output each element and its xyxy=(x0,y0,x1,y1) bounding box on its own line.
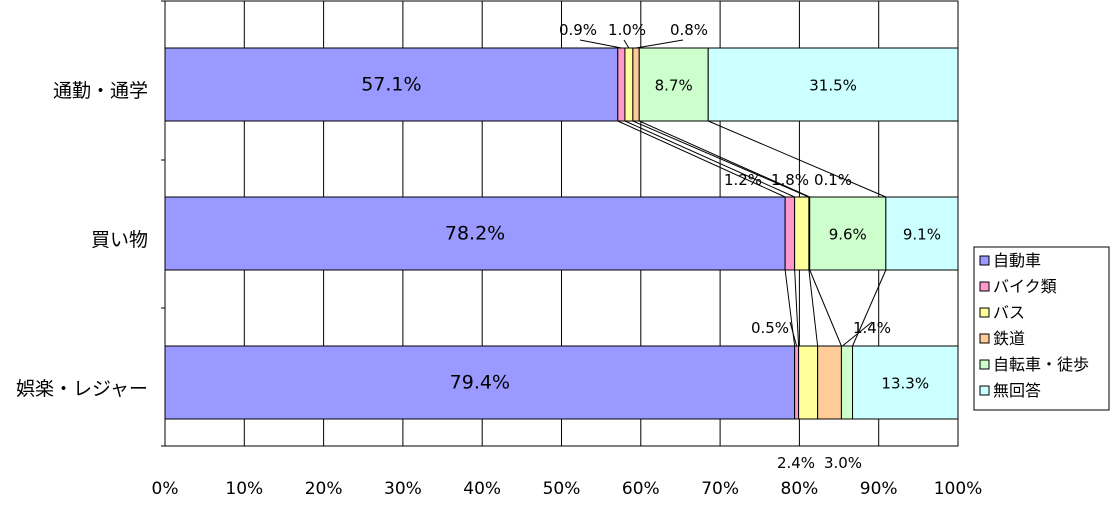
x-tick-label: 100% xyxy=(934,479,983,499)
legend-box xyxy=(973,246,1110,411)
data-label: 2.4% xyxy=(777,454,815,472)
bar-segment xyxy=(817,345,842,420)
x-tick-label: 60% xyxy=(622,479,660,499)
data-label: 0.9% xyxy=(559,21,597,39)
legend-item: 無回答 xyxy=(979,381,1041,400)
data-label: 1.0% xyxy=(608,21,646,39)
series-line xyxy=(809,269,842,347)
data-label: 0.5% xyxy=(751,319,789,337)
legend-swatch xyxy=(979,281,990,292)
bar-segment xyxy=(798,345,819,420)
bar-segment xyxy=(707,47,959,122)
category-label: 娯楽・レジャー xyxy=(16,378,148,400)
bar-segment xyxy=(638,47,709,122)
x-tick-label: 70% xyxy=(701,479,739,499)
bar-segment xyxy=(794,196,810,271)
legend-item: 鉄道 xyxy=(979,329,1025,348)
data-label: 13.3% xyxy=(881,375,929,393)
data-label: 79.4% xyxy=(450,372,510,394)
bars xyxy=(164,47,959,420)
legend-swatch xyxy=(979,333,990,344)
x-tick-label: 90% xyxy=(860,479,898,499)
data-label: 9.6% xyxy=(829,226,867,244)
legend-swatch xyxy=(979,359,990,370)
series-line xyxy=(808,269,819,347)
legend-label: バス xyxy=(993,303,1025,322)
legend-item: バイク類 xyxy=(979,277,1057,296)
data-labels: 57.1% 8.7% 31.5% 78.2% 9.6% 9.1% 79.4% 13.3% 0.9… xyxy=(361,21,941,472)
data-label: 0.1% xyxy=(814,171,852,189)
legend-label: 鉄道 xyxy=(993,329,1025,348)
data-label: 31.5% xyxy=(809,77,857,95)
data-label: 1.4% xyxy=(853,319,891,337)
category-label: 通勤・通学 xyxy=(53,80,148,102)
bar-segment xyxy=(809,196,887,271)
data-label: 1.8% xyxy=(771,171,809,189)
data-label: 78.2% xyxy=(445,223,505,245)
x-tick-label: 50% xyxy=(543,479,581,499)
data-label: 8.7% xyxy=(655,77,693,95)
bar-segment xyxy=(632,47,640,122)
legend-swatch xyxy=(979,307,990,318)
series-line xyxy=(794,269,800,347)
x-tick-label: 40% xyxy=(463,479,501,499)
data-label: 9.1% xyxy=(903,226,941,244)
data-label: 1.2% xyxy=(724,171,762,189)
data-label: 57.1% xyxy=(361,74,421,96)
leader-line xyxy=(789,321,798,347)
bar-segment xyxy=(784,196,796,271)
series-line xyxy=(632,120,810,198)
bar-segment xyxy=(885,196,959,271)
x-tick-labels: 0% 10% 20% 30% 40% 50% 60% 70% 80% 90% 100% xyxy=(152,479,983,499)
legend-label: 無回答 xyxy=(993,381,1041,400)
bar-segment xyxy=(624,47,634,122)
data-label: 0.8% xyxy=(670,21,708,39)
bar-segment xyxy=(840,345,854,420)
legend-item: 自転車・徒歩 xyxy=(979,355,1089,374)
leader-line xyxy=(842,321,873,347)
leader-line xyxy=(623,39,630,49)
legend-label: 自転車・徒歩 xyxy=(993,355,1089,374)
bar-segment xyxy=(852,345,959,420)
series-line xyxy=(624,120,795,198)
category-label: 買い物 xyxy=(91,229,148,251)
bar-segment xyxy=(617,47,626,122)
bar-segment xyxy=(794,345,800,420)
x-tick-label: 80% xyxy=(781,479,819,499)
series-line xyxy=(617,120,786,198)
data-label: 3.0% xyxy=(824,454,862,472)
bar-segment xyxy=(164,47,619,122)
leader-line xyxy=(579,39,622,49)
legend-swatch xyxy=(979,255,990,266)
leader-line xyxy=(635,39,684,49)
legend-label: バイク類 xyxy=(993,277,1057,296)
legend-swatch xyxy=(979,385,990,396)
series-line xyxy=(708,120,887,198)
legend-label: 自動車 xyxy=(993,251,1041,270)
legend-item: 自動車 xyxy=(979,251,1041,270)
x-tick-label: 20% xyxy=(305,479,343,499)
x-tick-label: 10% xyxy=(225,479,263,499)
bar-segment xyxy=(164,196,786,271)
x-tick-label: 30% xyxy=(384,479,422,499)
series-lines xyxy=(617,120,887,347)
series-line xyxy=(639,120,810,198)
legend-item: バス xyxy=(979,303,1025,322)
x-tick-label: 0% xyxy=(152,479,179,499)
